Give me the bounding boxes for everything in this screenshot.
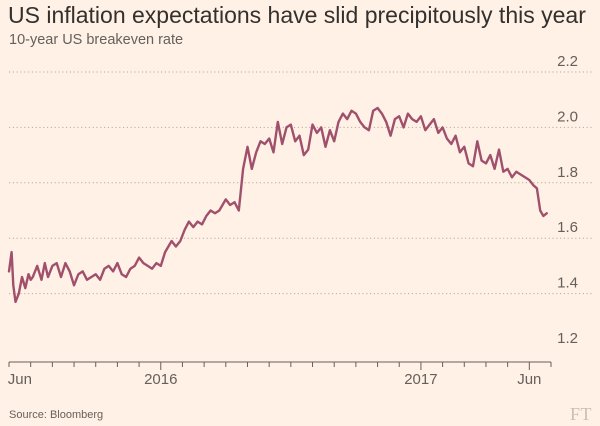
y-tick-label: 1.4 xyxy=(557,275,578,292)
chart-title: US inflation expectations have slid prec… xyxy=(8,2,586,28)
y-tick-label: 2.2 xyxy=(557,53,578,70)
source-note: Source: Bloomberg xyxy=(9,409,104,421)
x-axis: Jun 2016 2017 Jun xyxy=(8,362,552,388)
x-tick-label: 2017 xyxy=(404,371,437,388)
grid xyxy=(9,71,592,295)
series xyxy=(7,106,548,304)
ft-logo: FT xyxy=(569,404,592,424)
x-tick-label: Jun xyxy=(8,371,32,388)
x-tick-label: 2016 xyxy=(144,371,177,388)
y-tick-label: 1.6 xyxy=(557,219,578,236)
x-tick-label: Jun xyxy=(517,371,541,388)
series-line xyxy=(7,106,548,304)
y-tick-label: 1.2 xyxy=(557,330,578,347)
chart-subtitle: 10-year US breakeven rate xyxy=(9,32,184,48)
y-tick-label: 1.8 xyxy=(557,164,578,181)
y-tick-label: 2.0 xyxy=(557,108,578,125)
y-axis-labels: 2.2 2.0 1.8 1.6 1.4 1.2 xyxy=(557,53,578,347)
